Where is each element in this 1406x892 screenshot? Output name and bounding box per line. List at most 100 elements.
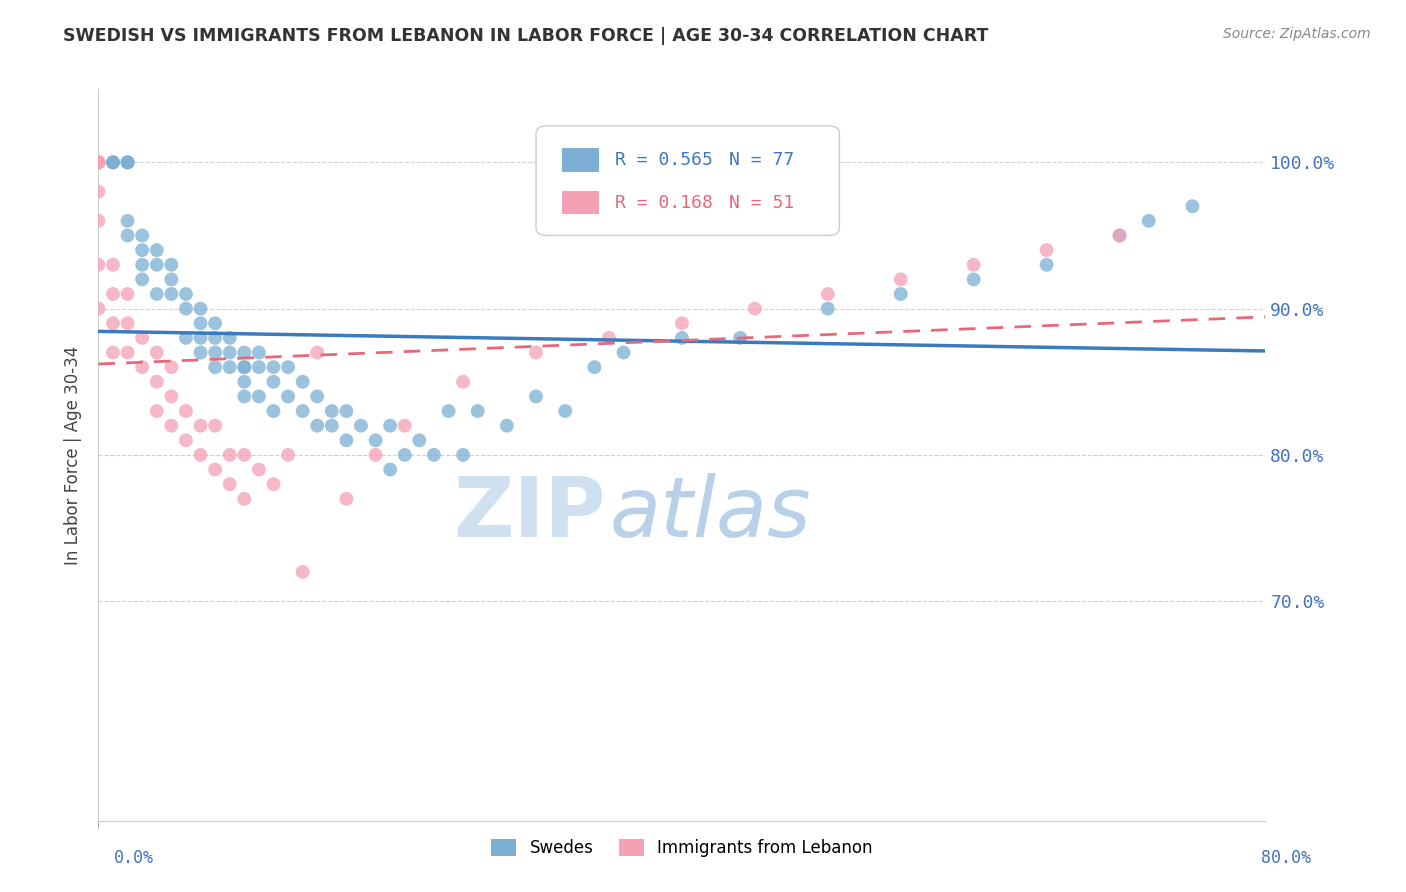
Text: atlas: atlas [610,473,811,554]
Point [671,331,693,345]
Point [890,287,912,301]
Point [233,375,256,389]
Point [277,448,299,462]
Point [233,389,256,403]
Point [190,418,212,433]
Point [307,418,329,433]
Point [1035,258,1057,272]
Point [174,331,197,345]
Point [160,272,183,286]
Point [247,462,270,476]
Point [1035,243,1057,257]
Point [174,404,197,418]
Point [277,389,299,403]
Point [1137,214,1160,228]
Point [117,155,139,169]
Point [117,214,139,228]
Point [423,448,446,462]
Point [87,155,110,169]
Text: N = 51: N = 51 [728,194,794,211]
Point [87,301,110,316]
Point [394,448,416,462]
Point [160,360,183,375]
Point [394,418,416,433]
Point [174,287,197,301]
Point [262,477,284,491]
Point [146,287,169,301]
Point [101,155,124,169]
Point [101,258,124,272]
Point [204,316,226,330]
Point [554,404,576,418]
Bar [562,191,599,214]
Point [101,287,124,301]
Point [117,155,139,169]
Point [962,258,984,272]
Point [408,434,430,448]
Point [204,331,226,345]
Point [146,243,169,257]
Point [612,345,634,359]
Point [101,345,124,359]
Point [160,418,183,433]
Point [101,155,124,169]
Point [101,316,124,330]
Point [451,448,474,462]
Point [1108,228,1130,243]
Point [146,404,169,418]
Point [817,301,839,316]
Point [218,360,240,375]
Point [364,434,387,448]
Point [262,375,284,389]
Point [1108,228,1130,243]
Point [117,316,139,330]
Bar [562,148,599,172]
Point [101,155,124,169]
Text: R = 0.168: R = 0.168 [616,194,713,211]
Point [291,565,314,579]
Point [380,418,402,433]
Point [233,448,256,462]
Point [174,434,197,448]
Text: N = 77: N = 77 [728,151,794,169]
Point [131,243,153,257]
Point [524,389,547,403]
Legend: Swedes, Immigrants from Lebanon: Swedes, Immigrants from Lebanon [485,832,879,863]
Point [321,418,343,433]
Point [598,331,620,345]
Point [437,404,460,418]
Point [190,331,212,345]
Point [730,331,752,345]
Point [307,345,329,359]
Point [335,491,357,506]
Point [131,360,153,375]
Point [131,272,153,286]
Point [146,258,169,272]
Point [190,316,212,330]
Point [350,418,373,433]
Point [131,331,153,345]
Point [160,287,183,301]
Point [262,404,284,418]
Point [190,448,212,462]
Point [233,345,256,359]
Point [117,155,139,169]
Point [218,345,240,359]
Point [233,491,256,506]
Point [335,434,357,448]
Point [190,345,212,359]
Point [117,345,139,359]
Text: R = 0.565: R = 0.565 [616,151,713,169]
Point [890,272,912,286]
Point [218,477,240,491]
Point [204,418,226,433]
Point [204,462,226,476]
Point [1181,199,1204,213]
Point [204,360,226,375]
Point [204,345,226,359]
Point [467,404,489,418]
Point [160,389,183,403]
Point [671,316,693,330]
Point [335,404,357,418]
Text: SWEDISH VS IMMIGRANTS FROM LEBANON IN LABOR FORCE | AGE 30-34 CORRELATION CHART: SWEDISH VS IMMIGRANTS FROM LEBANON IN LA… [63,27,988,45]
